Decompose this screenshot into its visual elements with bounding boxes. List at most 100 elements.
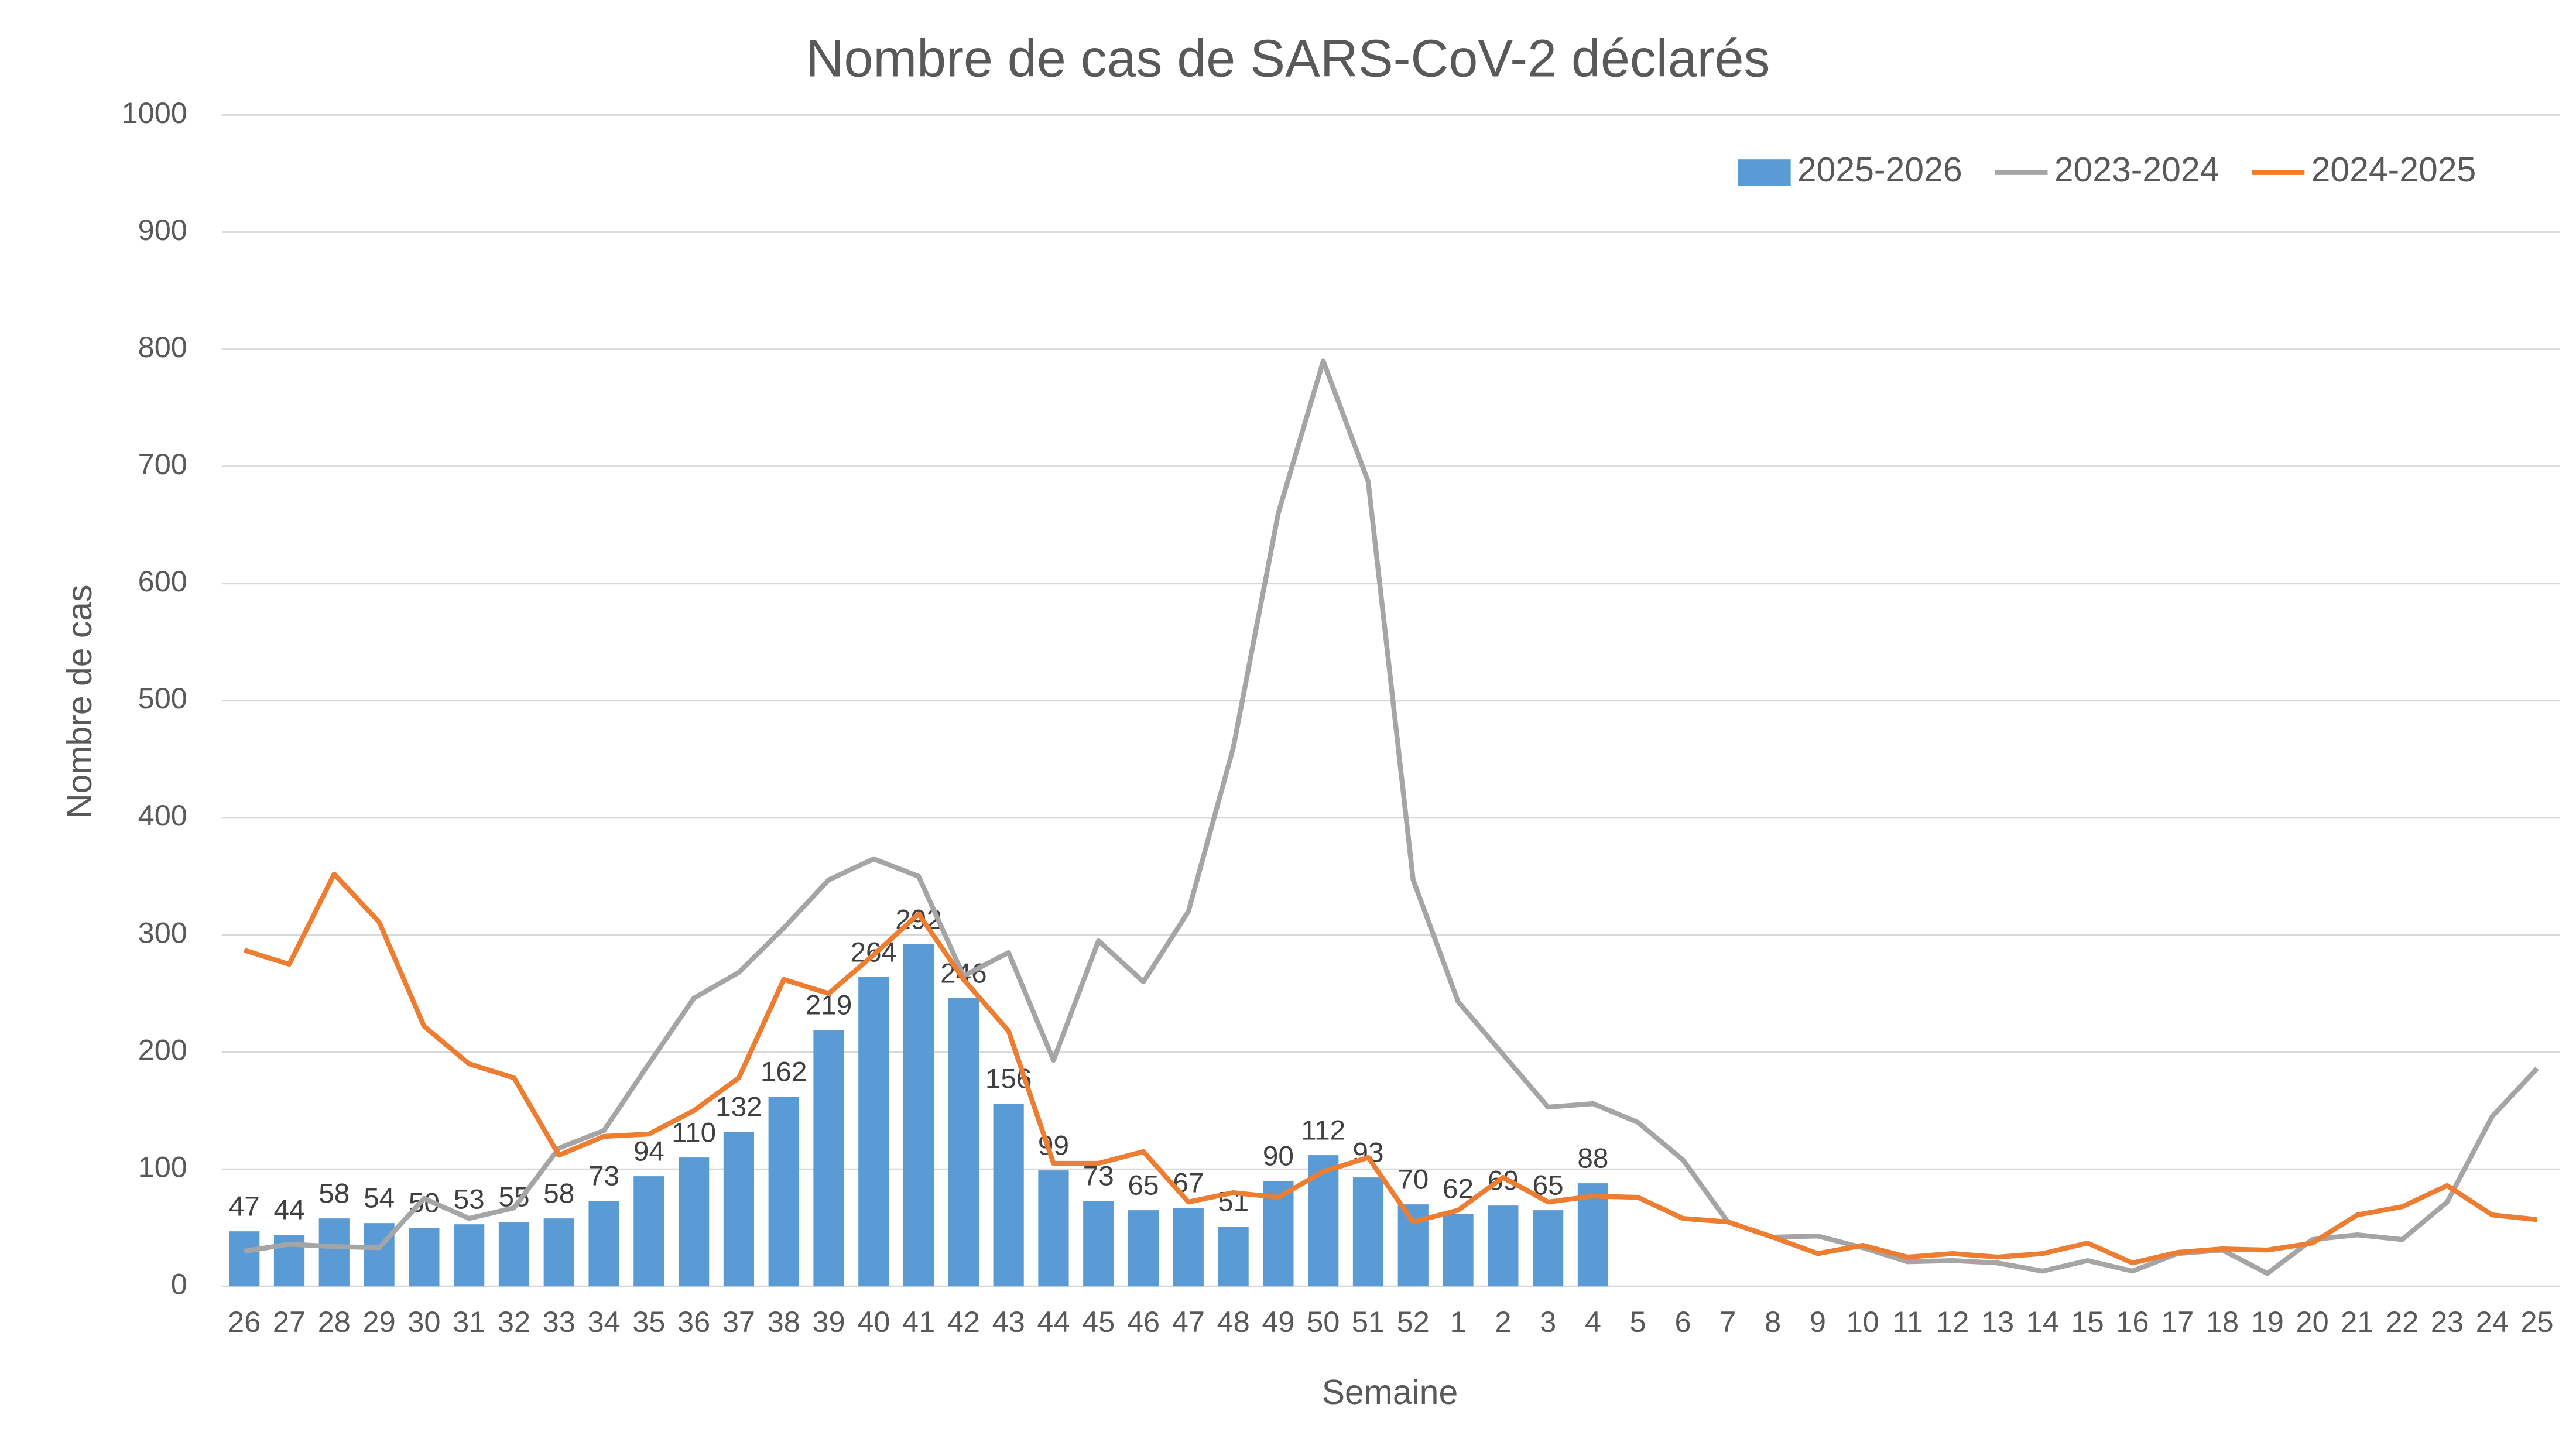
- x-tick-label: 8: [1765, 1305, 1781, 1338]
- data-label: 54: [364, 1183, 395, 1214]
- bar: [948, 998, 979, 1287]
- x-tick-label: 29: [363, 1305, 396, 1338]
- x-tick-label: 25: [2520, 1305, 2553, 1338]
- bar: [1533, 1210, 1564, 1287]
- x-tick-label: 6: [1674, 1305, 1691, 1338]
- x-tick-label: 40: [857, 1305, 890, 1338]
- x-tick-label: 22: [2386, 1305, 2419, 1338]
- data-label: 93: [1352, 1137, 1383, 1168]
- bar: [229, 1231, 260, 1287]
- y-tick-label: 900: [138, 213, 187, 246]
- x-tick-label: 7: [1719, 1305, 1736, 1338]
- x-tick-label: 23: [2431, 1305, 2464, 1338]
- x-tick-label: 12: [1936, 1305, 1969, 1338]
- x-tick-label: 17: [2161, 1305, 2194, 1338]
- x-tick-label: 48: [1217, 1305, 1250, 1338]
- x-tick-label: 14: [2026, 1305, 2059, 1338]
- x-tick-label: 46: [1127, 1305, 1160, 1338]
- data-label: 162: [761, 1056, 807, 1087]
- x-tick-label: 18: [2206, 1305, 2239, 1338]
- x-tick-label: 41: [902, 1305, 935, 1338]
- y-axis-title: Nombre de cas: [61, 584, 99, 818]
- x-tick-label: 34: [587, 1305, 620, 1338]
- x-tick-label: 3: [1540, 1305, 1556, 1338]
- chart-title: Nombre de cas de SARS-CoV-2 déclarés: [806, 29, 1770, 88]
- bar: [1577, 1183, 1609, 1287]
- y-tick-label: 800: [138, 330, 187, 364]
- bar: [1128, 1210, 1159, 1287]
- bar: [813, 1030, 844, 1287]
- data-label: 47: [229, 1191, 260, 1222]
- x-tick-label: 42: [947, 1305, 980, 1338]
- x-tick-label: 4: [1585, 1305, 1601, 1338]
- legend-label: 2024-2025: [2311, 151, 2476, 189]
- bar: [1443, 1214, 1474, 1287]
- y-tick-label: 100: [138, 1150, 187, 1183]
- x-tick-label: 20: [2296, 1305, 2329, 1338]
- x-tick-label: 43: [992, 1305, 1025, 1338]
- data-label: 53: [454, 1184, 485, 1215]
- x-tick-label: 31: [453, 1305, 485, 1338]
- bar: [1083, 1201, 1114, 1287]
- data-label: 58: [318, 1178, 350, 1209]
- bar: [1173, 1208, 1204, 1287]
- y-tick-label: 0: [171, 1268, 187, 1301]
- data-label: 65: [1128, 1170, 1159, 1201]
- x-tick-label: 28: [318, 1305, 351, 1338]
- bar: [1352, 1177, 1384, 1287]
- bar: [858, 977, 889, 1287]
- bar: [454, 1224, 485, 1287]
- x-tick-label: 36: [677, 1305, 710, 1338]
- bar: [588, 1201, 619, 1287]
- x-tick-label: 10: [1847, 1305, 1879, 1338]
- x-tick-label: 44: [1037, 1305, 1070, 1338]
- x-tick-label: 32: [498, 1305, 530, 1338]
- y-tick-label: 200: [138, 1033, 187, 1066]
- x-tick-label: 50: [1307, 1305, 1340, 1338]
- data-label: 90: [1263, 1140, 1294, 1171]
- data-label: 112: [1301, 1115, 1345, 1146]
- bar: [679, 1157, 710, 1287]
- legend-label: 2023-2024: [2054, 151, 2219, 189]
- data-label: 88: [1577, 1143, 1608, 1174]
- x-tick-label: 13: [1981, 1305, 2014, 1338]
- data-label: 70: [1397, 1164, 1429, 1195]
- legend-label: 2025-2026: [1797, 151, 1962, 189]
- x-tick-label: 47: [1172, 1305, 1205, 1338]
- data-label: 132: [715, 1091, 762, 1122]
- x-tick-label: 21: [2341, 1305, 2373, 1338]
- x-tick-label: 16: [2116, 1305, 2149, 1338]
- x-tick-label: 30: [407, 1305, 440, 1338]
- y-tick-label: 600: [138, 564, 187, 598]
- line: [243, 871, 2537, 1266]
- bar: [1488, 1205, 1519, 1287]
- x-tick-label: 33: [543, 1305, 576, 1338]
- x-tick-label: 52: [1397, 1305, 1430, 1338]
- x-tick-label: 11: [1892, 1305, 1923, 1338]
- data-label: 44: [273, 1194, 304, 1225]
- x-tick-label: 45: [1082, 1305, 1115, 1338]
- x-tick-label: 51: [1352, 1305, 1385, 1338]
- bar: [633, 1176, 664, 1287]
- bar: [993, 1104, 1024, 1287]
- x-tick-label: 5: [1630, 1305, 1646, 1338]
- bar: [1038, 1170, 1069, 1287]
- x-tick-label: 24: [2476, 1305, 2509, 1338]
- legend-swatch: [1738, 159, 1791, 186]
- bar: [723, 1132, 755, 1287]
- bar: [498, 1222, 530, 1287]
- bar: [903, 944, 934, 1287]
- y-tick-label: 300: [138, 916, 187, 949]
- bar: [1308, 1155, 1339, 1287]
- data-label: 94: [633, 1136, 664, 1167]
- x-tick-label: 38: [768, 1305, 800, 1338]
- x-tick-label: 9: [1810, 1305, 1826, 1338]
- x-axis-title: Semaine: [1322, 1373, 1458, 1412]
- y-tick-label: 500: [138, 681, 187, 715]
- x-tick-label: 19: [2251, 1305, 2284, 1338]
- bar: [768, 1097, 799, 1287]
- data-label: 73: [588, 1160, 619, 1191]
- x-tick-label: 15: [2071, 1305, 2104, 1338]
